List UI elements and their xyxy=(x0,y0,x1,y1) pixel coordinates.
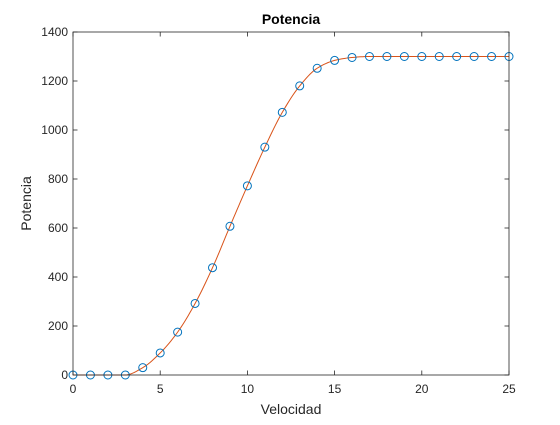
x-tick-label: 25 xyxy=(502,382,516,396)
data-point-marker xyxy=(382,52,392,61)
data-point-marker xyxy=(452,52,462,61)
data-point-marker xyxy=(487,52,497,61)
y-axis-label: Potencia xyxy=(18,176,34,231)
data-point-marker xyxy=(208,263,218,273)
data-point-marker xyxy=(225,221,235,231)
data-point-marker xyxy=(190,298,200,308)
data-point-marker xyxy=(330,55,340,65)
ticks-layer: 0 5 10 15 20 25 0 200 400 600 800 1000 1200 1400 xyxy=(41,25,516,396)
y-tick-label: 400 xyxy=(48,270,68,284)
data-point-marker xyxy=(260,142,270,152)
data-point-marker xyxy=(242,181,252,191)
y-tick-label: 1000 xyxy=(41,123,68,137)
marker-layer xyxy=(68,52,514,380)
y-tick-label: 0 xyxy=(61,368,68,382)
data-point-marker xyxy=(417,52,427,61)
x-tick-label: 15 xyxy=(328,382,342,396)
data-point-marker xyxy=(295,81,305,91)
y-tick-label: 200 xyxy=(48,319,68,333)
data-point-marker xyxy=(434,52,444,61)
axes-box xyxy=(72,31,510,376)
y-tick-label: 800 xyxy=(48,172,68,186)
y-tick-label: 1400 xyxy=(41,25,68,39)
series-line xyxy=(73,56,509,376)
x-tick-label: 10 xyxy=(241,382,255,396)
data-point-marker xyxy=(312,63,322,73)
x-axis-label: Velocidad xyxy=(261,401,322,417)
data-point-marker xyxy=(155,348,165,358)
data-point-marker xyxy=(138,363,148,373)
plot-area xyxy=(73,32,509,375)
chart-title: Potencia xyxy=(262,11,321,27)
data-point-marker xyxy=(173,327,183,337)
y-tick-label: 1200 xyxy=(41,74,68,88)
data-point-marker xyxy=(277,107,287,117)
x-tick-label: 20 xyxy=(415,382,429,396)
data-point-marker xyxy=(347,52,357,62)
data-point-marker xyxy=(399,52,409,61)
data-point-marker xyxy=(469,52,479,61)
data-point-marker xyxy=(364,52,374,61)
x-tick-label: 5 xyxy=(157,382,164,396)
y-tick-label: 600 xyxy=(48,221,68,235)
curve-layer xyxy=(73,56,509,376)
x-tick-label: 0 xyxy=(70,382,77,396)
